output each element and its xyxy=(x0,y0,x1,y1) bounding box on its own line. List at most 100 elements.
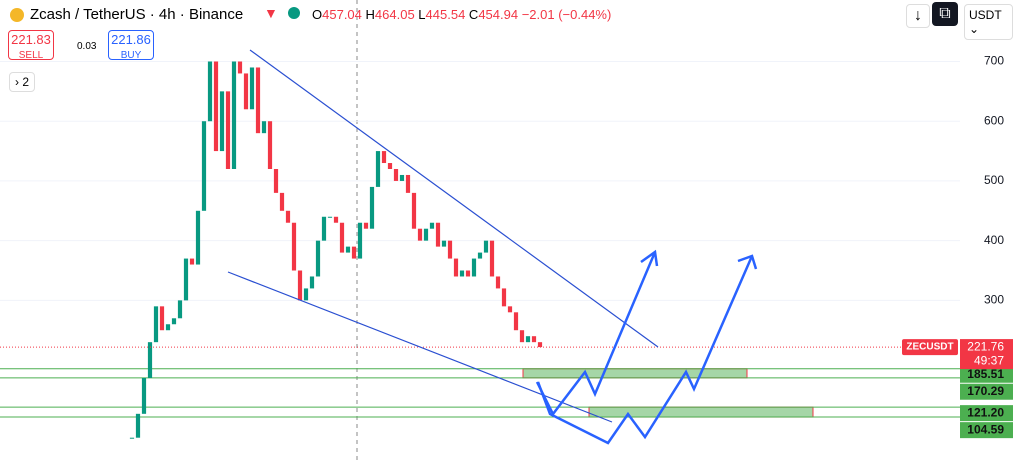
candle xyxy=(135,413,141,438)
header: Zcash / TetherUS · 4h · Binance ▼ O457.0… xyxy=(0,0,1013,40)
candle xyxy=(219,91,225,152)
sell-button[interactable]: 221.83 SELL xyxy=(8,30,54,61)
price-tag-label: 221.76 xyxy=(967,339,1004,353)
level-tag xyxy=(960,405,1013,422)
candle xyxy=(147,342,153,378)
candle xyxy=(297,270,303,301)
candle xyxy=(315,240,321,277)
candle xyxy=(531,336,537,343)
candle xyxy=(189,258,195,265)
buy-button[interactable]: 221.86 BUY xyxy=(108,30,154,61)
candle xyxy=(333,216,339,223)
countdown: 49:37 xyxy=(974,353,1004,367)
candle xyxy=(519,330,525,343)
buy-label: BUY xyxy=(120,50,142,61)
value: 464.05 xyxy=(374,7,415,22)
zone xyxy=(522,368,748,379)
candle xyxy=(243,73,249,110)
candle xyxy=(477,252,483,259)
candle xyxy=(141,377,147,414)
candle xyxy=(231,61,237,169)
candle xyxy=(501,288,507,307)
candle xyxy=(213,61,219,152)
candle xyxy=(423,228,429,241)
candle xyxy=(465,270,471,277)
label: C xyxy=(468,7,479,22)
spread: 0.03 xyxy=(77,41,97,52)
candle xyxy=(441,240,447,247)
arrow-head xyxy=(737,254,758,270)
label: O xyxy=(312,7,323,22)
candle xyxy=(345,246,351,253)
sell-price: 221.83 xyxy=(11,32,51,47)
candle xyxy=(165,324,171,331)
indicators-toggle[interactable]: › 2 xyxy=(9,72,36,92)
candle xyxy=(513,312,519,331)
candle xyxy=(309,276,315,289)
candle xyxy=(435,222,441,247)
candle xyxy=(255,67,261,134)
currency-label: USDT xyxy=(969,8,1002,22)
candle xyxy=(381,151,387,164)
indicators-count: 2 xyxy=(22,75,30,89)
candle xyxy=(459,270,465,277)
candle xyxy=(177,300,183,319)
candle xyxy=(357,222,363,259)
level-label: 104.59 xyxy=(967,422,1004,436)
y-tick-label: 700 xyxy=(984,54,1004,68)
candle xyxy=(225,91,231,169)
candle xyxy=(471,258,477,277)
candle xyxy=(387,163,393,169)
symbol[interactable]: Zcash / TetherUS · 4h · Binance xyxy=(30,6,244,23)
candle xyxy=(399,174,405,181)
candle xyxy=(327,216,333,218)
candle xyxy=(525,336,531,343)
candle xyxy=(291,222,297,271)
level-label: 170.29 xyxy=(967,384,1004,398)
candle xyxy=(195,210,201,265)
arrow-head xyxy=(640,249,659,267)
download[interactable]: ↓ xyxy=(906,4,930,28)
candle xyxy=(483,240,489,253)
y-tick-label: 500 xyxy=(984,173,1004,187)
candle xyxy=(351,246,357,259)
candle xyxy=(303,288,309,301)
candle xyxy=(363,222,369,229)
coin-icon xyxy=(10,8,24,22)
value: 445.54 xyxy=(425,7,466,22)
candle xyxy=(417,228,423,241)
candle xyxy=(279,192,285,211)
ohlc: O457.04 H464.05 L445.54 C454.94 −2.01 (−… xyxy=(312,7,611,22)
candle xyxy=(507,306,513,313)
buy-price: 221.86 xyxy=(111,32,151,47)
status xyxy=(288,7,300,19)
y-tick-label: 600 xyxy=(984,113,1004,127)
candle xyxy=(285,210,291,223)
candle xyxy=(183,258,189,301)
value: 457.04 xyxy=(322,7,362,22)
candle xyxy=(171,318,177,325)
label: H xyxy=(365,7,375,22)
alert-icon[interactable]: ▼ xyxy=(264,5,278,21)
currency[interactable]: USDT ⌄ xyxy=(964,4,1013,40)
value: 454.94 xyxy=(478,7,519,22)
level-label: 185.51 xyxy=(967,367,1004,381)
candle xyxy=(453,258,459,277)
candle xyxy=(339,222,345,253)
candle xyxy=(201,121,207,211)
candle xyxy=(153,306,159,343)
level-label: 121.20 xyxy=(967,405,1004,419)
candle xyxy=(237,61,243,74)
candle xyxy=(249,67,255,110)
candle xyxy=(495,276,501,289)
snapshot[interactable]: ⧉ xyxy=(932,2,958,26)
zone xyxy=(588,406,814,418)
projection-2 xyxy=(536,255,754,445)
level-tag xyxy=(960,366,1013,383)
level-tag xyxy=(960,422,1013,439)
candle xyxy=(267,121,273,169)
candle xyxy=(273,168,279,193)
price-tag xyxy=(960,339,1013,370)
